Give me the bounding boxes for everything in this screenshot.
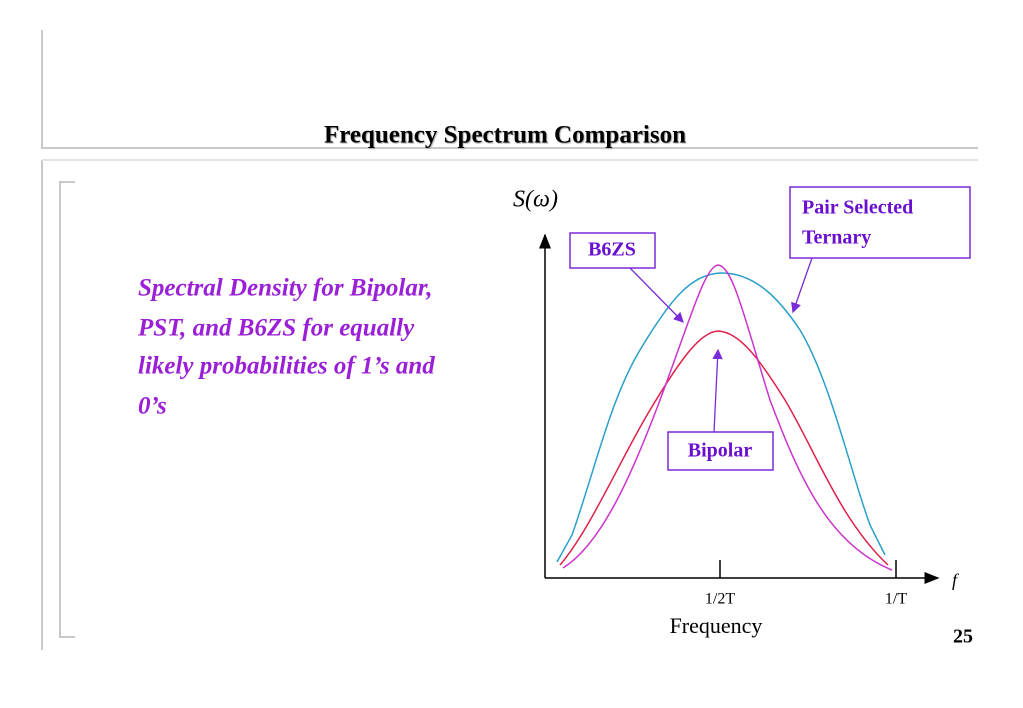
page-number: 25 — [953, 626, 973, 648]
b6zs-box — [569, 232, 656, 269]
tick-label: 1/2T — [705, 591, 735, 608]
pst-box — [789, 186, 971, 259]
body-line: PST, and B6ZS for equally — [137, 315, 415, 342]
pst-label: Ternary — [802, 227, 871, 249]
body-line: 0’s — [138, 393, 167, 420]
body-line: likely probabilities of 1’s and — [138, 353, 435, 380]
decoration — [41, 30, 978, 650]
axes — [539, 233, 940, 584]
arrow — [629, 267, 684, 323]
b6zs-label: B6ZS — [588, 239, 636, 261]
pst-curve — [556, 272, 886, 563]
bipolar-label: Bipolar — [688, 440, 753, 462]
tick-label: 1/T — [885, 591, 907, 608]
x-axis-label: Frequency — [670, 613, 763, 638]
y-axis-label: S(ω) — [513, 187, 558, 213]
b6zs-curve — [562, 264, 893, 571]
slide-title: Frequency Spectrum Comparison — [324, 122, 686, 149]
arrow — [712, 348, 723, 433]
bipolar-box — [667, 431, 774, 471]
bipolar-curve — [559, 330, 889, 566]
pst-label: Pair Selected — [802, 197, 913, 219]
arrow — [791, 257, 813, 314]
x-axis-symbol: f — [952, 570, 960, 590]
body-line: Spectral Density for Bipolar, — [138, 275, 432, 302]
